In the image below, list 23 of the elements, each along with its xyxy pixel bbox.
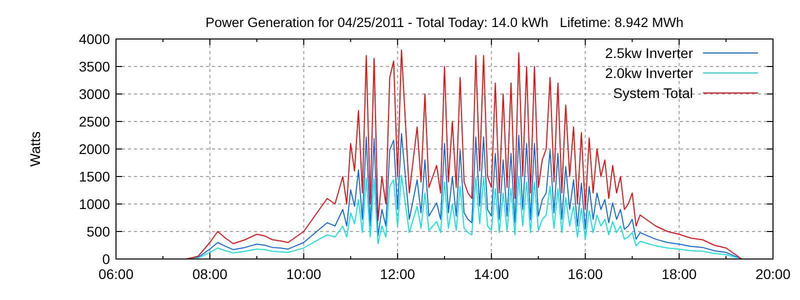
y-tick-label: 500 [86,224,110,240]
x-tick-label: 12:00 [380,266,416,282]
x-tick-label: 16:00 [568,266,604,282]
legend-label: System Total [613,85,693,101]
y-tick-label: 1500 [78,168,110,184]
x-tick-label: 10:00 [286,266,322,282]
chart-title: Power Generation for 04/25/2011 - Total Today: 14.0 kWh Lifetime: 8.942 MWh [205,15,684,30]
legend-label: 2.0kw Inverter [605,65,694,81]
legend-label: 2.5kw Inverter [605,45,694,61]
x-tick-label: 14:00 [474,266,510,282]
y-axis-title: Watts [27,131,43,167]
y-tick-label: 1000 [78,196,110,212]
y-tick-label: 0 [102,251,110,267]
y-tick-label: 3500 [78,58,110,74]
x-tick-label: 18:00 [662,266,697,282]
y-tick-label: 2500 [78,114,110,130]
x-tick-label: 06:00 [98,266,134,282]
y-tick-label: 3000 [78,86,110,102]
y-tick-label: 4000 [78,31,110,47]
x-tick-label: 20:00 [755,266,791,282]
line-series [186,50,742,260]
x-tick-label: 08:00 [192,266,228,282]
y-tick-label: 2000 [78,141,110,157]
